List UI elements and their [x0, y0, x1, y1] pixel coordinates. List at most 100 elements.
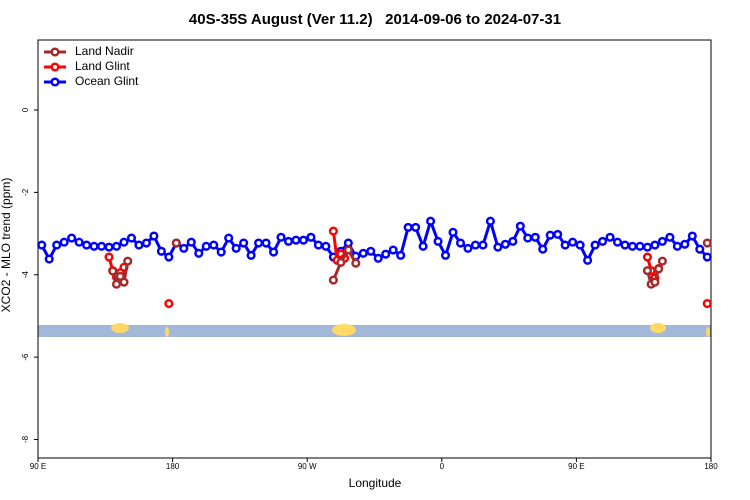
data-point: [433, 236, 443, 246]
data-point: [366, 246, 376, 256]
data-point: [328, 226, 338, 236]
data-point: [276, 232, 286, 242]
x-axis-label: Longitude: [349, 476, 402, 490]
data-point: [313, 240, 323, 250]
data-point: [52, 240, 62, 250]
data-point: [657, 256, 667, 266]
data-point: [583, 255, 593, 265]
land-shape: [111, 323, 129, 333]
data-point: [74, 237, 84, 247]
data-point: [298, 235, 309, 245]
x-tick-label: 180: [166, 462, 180, 471]
y-axis-label: XCO2 - MLO trend (ppm): [0, 178, 13, 313]
data-point: [209, 240, 219, 250]
data-point: [515, 221, 525, 231]
data-point: [269, 247, 279, 257]
legend-marker: [50, 62, 60, 72]
land-shape: [332, 324, 356, 336]
data-point: [650, 240, 660, 250]
data-point: [126, 233, 137, 243]
data-point: [59, 237, 69, 247]
data-point: [635, 241, 645, 251]
data-point: [104, 252, 114, 262]
data-point: [448, 227, 458, 237]
data-point: [396, 250, 406, 260]
data-point: [224, 233, 234, 243]
data-point: [149, 231, 159, 241]
data-point: [411, 222, 421, 232]
data-point: [164, 252, 174, 262]
data-point: [246, 250, 256, 260]
data-point: [575, 240, 585, 250]
y-tick-label: -6: [21, 353, 30, 361]
data-point: [654, 264, 664, 274]
plot-frame: [37, 39, 712, 459]
data-point: [97, 241, 107, 251]
ocean-band: [38, 325, 711, 337]
data-point: [455, 238, 466, 248]
y-tick-label: -4: [21, 271, 30, 279]
y-tick-label: -2: [21, 188, 30, 196]
data-point: [171, 238, 181, 248]
legend-label: Land Glint: [75, 59, 130, 73]
data-point: [493, 242, 503, 252]
data-point: [598, 236, 608, 246]
data-point: [328, 275, 338, 285]
data-point: [590, 240, 600, 250]
data-point: [37, 240, 47, 250]
data-point: [164, 299, 174, 309]
data-point: [672, 241, 682, 251]
data-point: [500, 239, 510, 249]
data-point: [321, 241, 331, 251]
data-point: [523, 233, 533, 243]
chart-title: 40S-35S August (Ver 11.2) 2014-09-06 to …: [189, 11, 561, 28]
data-point: [239, 238, 249, 248]
land-shape: [165, 327, 169, 337]
data-point: [538, 244, 548, 254]
x-tick-label: 90 E: [568, 462, 584, 471]
data-point: [358, 248, 368, 258]
map-strip: [38, 323, 711, 337]
data-point: [605, 232, 615, 242]
data-point: [657, 236, 667, 246]
data-point: [134, 240, 144, 250]
y-tick-label: -8: [21, 435, 30, 443]
data-point: [67, 233, 77, 243]
data-point: [553, 229, 563, 239]
data-point: [283, 236, 294, 246]
data-point: [291, 235, 301, 245]
data-point: [508, 236, 518, 246]
data-point: [680, 239, 690, 249]
data-point: [254, 238, 264, 248]
legend-label: Ocean Glint: [75, 74, 139, 88]
data-point: [702, 252, 712, 262]
data-point: [111, 241, 122, 251]
data-point: [650, 277, 660, 287]
data-point: [336, 257, 346, 267]
y-tick-label: 0: [21, 107, 30, 112]
data-point: [665, 232, 675, 242]
data-point: [470, 240, 481, 250]
data-point: [687, 231, 697, 241]
data-point: [702, 299, 712, 309]
land-shape: [706, 327, 710, 337]
data-point: [403, 222, 413, 232]
data-point: [530, 232, 540, 242]
data-point: [179, 243, 189, 253]
data-point: [343, 238, 353, 248]
data-point: [642, 266, 652, 276]
land-shape: [650, 323, 666, 333]
data-point: [463, 243, 473, 253]
data-point: [261, 238, 271, 248]
data-point: [695, 244, 705, 254]
data-point: [343, 245, 353, 255]
data-point: [306, 232, 316, 242]
data-point: [642, 252, 652, 262]
data-point: [111, 279, 122, 289]
data-point: [201, 241, 211, 251]
data-point: [186, 237, 196, 247]
legend-marker: [50, 47, 60, 57]
data-point: [123, 256, 133, 266]
data-point: [620, 240, 630, 250]
